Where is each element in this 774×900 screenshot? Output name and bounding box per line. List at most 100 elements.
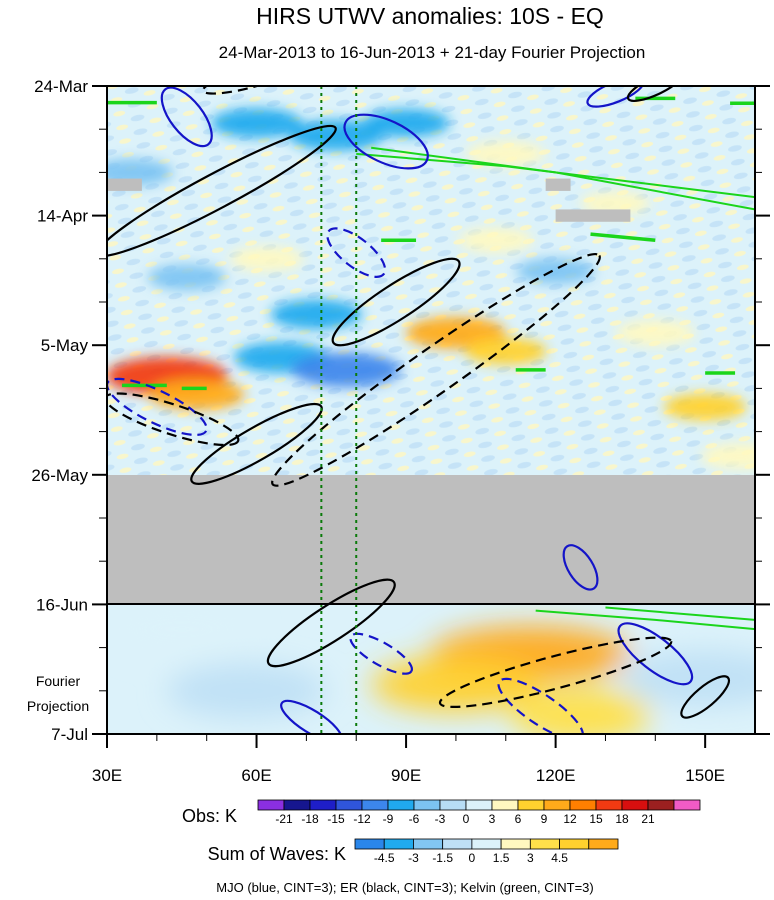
x-tick-label: 150E xyxy=(685,766,725,785)
er-contour xyxy=(266,578,396,668)
er-contour xyxy=(107,124,337,258)
obs-colorbar-tick-label: 15 xyxy=(589,812,603,826)
obs-colorbar-swatch xyxy=(621,799,649,811)
obs-colorbar-tick-label: -21 xyxy=(275,812,293,826)
mjo-contour xyxy=(586,86,645,108)
waves-colorbar-tick-label: -4.5 xyxy=(374,851,395,865)
er-contour xyxy=(190,402,323,485)
obs-colorbar-swatch xyxy=(439,799,467,811)
anomaly-blob xyxy=(288,119,385,151)
obs-colorbar-swatch xyxy=(465,799,493,811)
y-tick-label: 26-May xyxy=(31,466,88,485)
anomaly-blob xyxy=(663,393,747,421)
obs-colorbar-tick-label: -18 xyxy=(301,812,319,826)
waves-colorbar-swatch xyxy=(529,838,560,850)
waves-colorbar-tick-label: 3 xyxy=(527,851,534,865)
waves-colorbar-swatch xyxy=(413,838,444,850)
obs-colorbar-swatch xyxy=(413,799,441,811)
chart-subtitle: 24-Mar-2013 to 16-Jun-2013 + 21-day Four… xyxy=(219,43,646,62)
projection-label-line1: Fourier xyxy=(36,673,81,689)
obs-colorbar-tick-label: -9 xyxy=(383,812,394,826)
obs-colorbar-swatch xyxy=(491,799,519,811)
er-contour xyxy=(107,392,240,447)
anomaly-blob xyxy=(210,108,303,138)
mjo-contour xyxy=(617,622,694,686)
obs-colorbar: -21 -18 -15 -12 -9 -6 -3 0 3 6 9 12 15 18 21 xyxy=(257,799,701,826)
waves-colorbar-tick-label: -3 xyxy=(408,851,419,865)
projection-blob xyxy=(620,650,755,707)
anomaly-blob xyxy=(459,227,533,253)
obs-anomaly-field xyxy=(107,108,755,470)
x-axis: 30E 60E 90E 120E 150E xyxy=(92,734,725,785)
mjo-contour xyxy=(349,632,413,675)
anomaly-blob xyxy=(229,246,304,272)
obs-colorbar-tick-label: -6 xyxy=(409,812,420,826)
obs-colorbar-swatch xyxy=(517,799,545,811)
obs-colorbar-tick-label: 21 xyxy=(641,812,655,826)
mjo-contours xyxy=(107,86,694,734)
anomaly-blob xyxy=(147,264,226,291)
y-tick-label: 14-Apr xyxy=(37,207,88,226)
anomaly-blob xyxy=(516,258,595,285)
missing-data-box xyxy=(107,178,142,191)
anomaly-blob xyxy=(701,443,755,470)
waves-colorbar-swatch xyxy=(471,838,502,850)
obs-colorbar-swatch xyxy=(595,799,623,811)
obs-colorbar-swatch xyxy=(361,799,389,811)
anomaly-blob xyxy=(362,108,450,138)
plot-frame xyxy=(106,85,756,735)
wave-legend: MJO (blue, CINT=3); ER (black, CINT=3); … xyxy=(216,880,593,895)
obs-colorbar-swatch xyxy=(647,799,675,811)
obs-colorbar-swatch xyxy=(335,799,363,811)
waves-colorbar: -4.5 -3 -1.5 0 1.5 3 4.5 xyxy=(354,838,619,865)
waves-colorbar-swatch xyxy=(588,838,619,850)
obs-colorbar-tick-label: 18 xyxy=(615,812,629,826)
obs-colorbar-swatch xyxy=(569,799,597,811)
mjo-contour xyxy=(343,113,429,170)
anomaly-blob xyxy=(580,191,651,216)
y-axis: 24-Mar 14-Apr 5-May 26-May 16-Jun 7-Jul xyxy=(31,77,770,744)
y-tick-label: 16-Jun xyxy=(36,595,88,614)
missing-data-box xyxy=(545,178,571,191)
waves-colorbar-swatch xyxy=(559,838,590,850)
projection-label-line2: Projection xyxy=(27,698,89,714)
mjo-contour xyxy=(280,699,343,734)
obs-colorbar-tick-label: 3 xyxy=(489,812,496,826)
obs-colorbar-swatch xyxy=(309,799,337,811)
x-tick-label: 90E xyxy=(391,766,421,785)
x-tick-label: 120E xyxy=(536,766,576,785)
kelvin-contours xyxy=(107,96,755,631)
er-contour xyxy=(271,252,601,487)
obs-colorbar-tick-label: 12 xyxy=(563,812,577,826)
waves-colorbar-swatch xyxy=(442,838,473,850)
obs-colorbar-tick-label: -15 xyxy=(327,812,345,826)
chart-title: HIRS UTWV anomalies: 10S - EQ xyxy=(256,3,604,29)
er-contour xyxy=(626,86,684,102)
waves-colorbar-label: Sum of Waves: K xyxy=(208,844,346,864)
waves-colorbar-tick-label: 0 xyxy=(469,851,476,865)
x-tick-label: 60E xyxy=(241,766,271,785)
anomaly-blob xyxy=(270,299,362,330)
mjo-contour xyxy=(562,544,599,591)
projection-anomaly-field xyxy=(111,601,755,734)
projection-blob xyxy=(166,662,327,719)
missing-data-boxes xyxy=(107,178,631,222)
obs-colorbar-tick-label: 6 xyxy=(515,812,522,826)
mjo-contour xyxy=(497,677,584,734)
reference-lines xyxy=(320,86,358,734)
waves-colorbar-swatch xyxy=(354,838,385,850)
obs-colorbar-label: Obs: K xyxy=(182,806,237,826)
anomaly-blob xyxy=(616,319,695,346)
er-contour xyxy=(438,636,673,709)
y-tick-label: 7-Jul xyxy=(51,725,88,744)
x-tick-label: 30E xyxy=(92,766,122,785)
missing-data-band xyxy=(107,475,755,604)
obs-colorbar-tick-label: 9 xyxy=(541,812,548,826)
er-contours xyxy=(107,86,731,719)
obs-colorbar-tick-label: -3 xyxy=(435,812,446,826)
y-tick-label: 5-May xyxy=(41,336,89,355)
projection-blob xyxy=(510,687,651,734)
kelvin-contour-fragment xyxy=(590,232,656,243)
waves-colorbar-tick-label: 4.5 xyxy=(551,851,568,865)
